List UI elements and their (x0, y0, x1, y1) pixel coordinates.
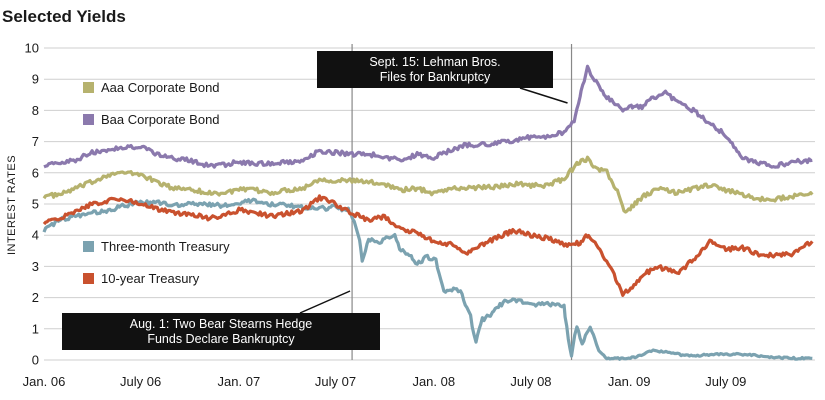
annotation-box (62, 313, 380, 350)
series-line-2 (43, 64, 813, 169)
y-tick-label: 9 (32, 72, 39, 87)
y-tick-label: 2 (32, 290, 39, 305)
x-tick-label: July 07 (315, 374, 356, 389)
y-tick-label: 6 (32, 165, 39, 180)
legend-label: Three-month Treasury (101, 239, 230, 254)
y-tick-label: 5 (32, 197, 39, 212)
x-tick-label: July 09 (705, 374, 746, 389)
chart-title: Selected Yields (2, 7, 126, 26)
annotation-text: Sept. 15: Lehman Bros. (369, 55, 500, 69)
legend-swatch (83, 114, 94, 125)
y-tick-label: 4 (32, 228, 39, 243)
x-tick-label: July 06 (120, 374, 161, 389)
y-tick-labels: 0 1 2 3 4 5 6 7 8 9 10 (25, 41, 39, 368)
y-tick-label: 7 (32, 134, 39, 149)
legend-swatch (83, 273, 94, 284)
series-line-1 (42, 155, 814, 214)
y-tick-label: 8 (32, 103, 39, 118)
annotation-callout: Sept. 15: Lehman Bros.Files for Bankrupt… (317, 51, 568, 104)
x-tick-label: Jan. 08 (412, 374, 455, 389)
series-line-4 (42, 194, 814, 297)
annotation-text: Aug. 1: Two Bear Stearns Hedge (130, 317, 313, 331)
legend-label: Aaa Corporate Bond (101, 80, 220, 95)
annotation-pointer (299, 290, 351, 314)
y-tick-label: 1 (32, 321, 39, 336)
annotation-pointer (519, 87, 568, 104)
x-tick-label: Jan. 06 (23, 374, 66, 389)
x-tick-label: July 08 (510, 374, 551, 389)
legend-label: Baa Corporate Bond (101, 112, 220, 127)
y-axis-label: INTEREST RATES (6, 155, 18, 255)
event-lines (351, 44, 573, 360)
annotation-box (317, 51, 553, 88)
x-tick-label: Jan. 07 (218, 374, 261, 389)
series-lines (42, 64, 814, 361)
y-tick-label: 0 (32, 353, 39, 368)
x-tick-label: Jan. 09 (608, 374, 651, 389)
annotation-text: Files for Bankruptcy (380, 70, 491, 84)
legend: Aaa Corporate Bond Baa Corporate Bond Thre… (83, 80, 230, 286)
annotation-text: Funds Declare Bankruptcy (147, 332, 295, 346)
legend-swatch (83, 241, 94, 252)
series-line-3 (42, 197, 813, 361)
legend-swatch (83, 82, 94, 93)
x-tick-labels: Jan. 06 July 06 Jan. 07 July 07 Jan. 08 July … (23, 374, 747, 389)
legend-label: 10-year Treasury (101, 271, 200, 286)
y-tick-label: 10 (25, 41, 39, 56)
y-tick-label: 3 (32, 259, 39, 274)
